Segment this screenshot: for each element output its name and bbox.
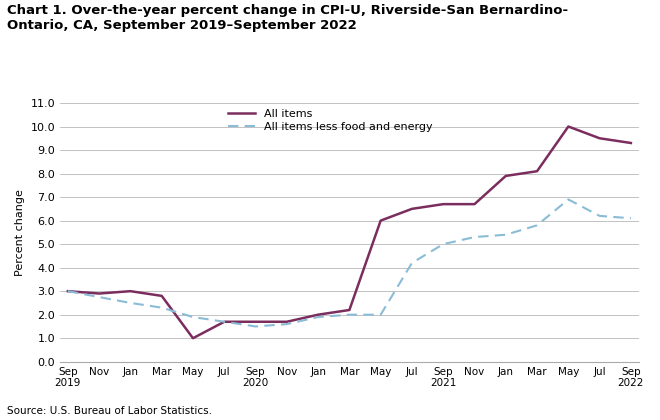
All items less food and energy xyxy=(189,315,197,320)
All items xyxy=(158,293,166,298)
All items less food and energy xyxy=(251,324,259,329)
All items less food and energy xyxy=(408,260,416,265)
All items xyxy=(564,124,572,129)
All items xyxy=(251,319,259,324)
All items xyxy=(440,202,447,207)
All items xyxy=(502,173,510,178)
Line: All items: All items xyxy=(68,126,631,338)
All items xyxy=(377,218,385,223)
All items xyxy=(596,136,604,141)
All items less food and energy xyxy=(627,216,635,221)
All items less food and energy xyxy=(220,319,228,324)
All items xyxy=(471,202,478,207)
All items less food and energy xyxy=(564,197,572,202)
All items less food and energy xyxy=(64,289,72,294)
All items xyxy=(220,319,228,324)
All items less food and energy xyxy=(345,312,353,317)
All items less food and energy xyxy=(440,241,447,247)
All items less food and energy xyxy=(158,305,166,310)
Text: Chart 1. Over-the-year percent change in CPI-U, Riverside-San Bernardino-
Ontari: Chart 1. Over-the-year percent change in… xyxy=(7,4,568,32)
Line: All items less food and energy: All items less food and energy xyxy=(68,200,631,326)
All items less food and energy xyxy=(596,213,604,218)
All items xyxy=(533,169,541,174)
All items xyxy=(408,206,416,211)
All items less food and energy xyxy=(471,234,478,239)
All items xyxy=(345,307,353,312)
Y-axis label: Percent change: Percent change xyxy=(15,189,25,276)
All items xyxy=(189,336,197,341)
All items xyxy=(127,289,135,294)
All items xyxy=(64,289,72,294)
All items xyxy=(95,291,103,296)
All items xyxy=(627,140,635,145)
All items less food and energy xyxy=(127,300,135,305)
Text: Source: U.S. Bureau of Labor Statistics.: Source: U.S. Bureau of Labor Statistics. xyxy=(7,406,212,416)
All items xyxy=(283,319,291,324)
All items less food and energy xyxy=(377,312,385,317)
All items less food and energy xyxy=(314,315,322,320)
All items less food and energy xyxy=(533,223,541,228)
All items xyxy=(314,312,322,317)
Legend: All items, All items less food and energy: All items, All items less food and energ… xyxy=(228,108,433,132)
All items less food and energy xyxy=(95,294,103,299)
All items less food and energy xyxy=(502,232,510,237)
All items less food and energy xyxy=(283,322,291,327)
